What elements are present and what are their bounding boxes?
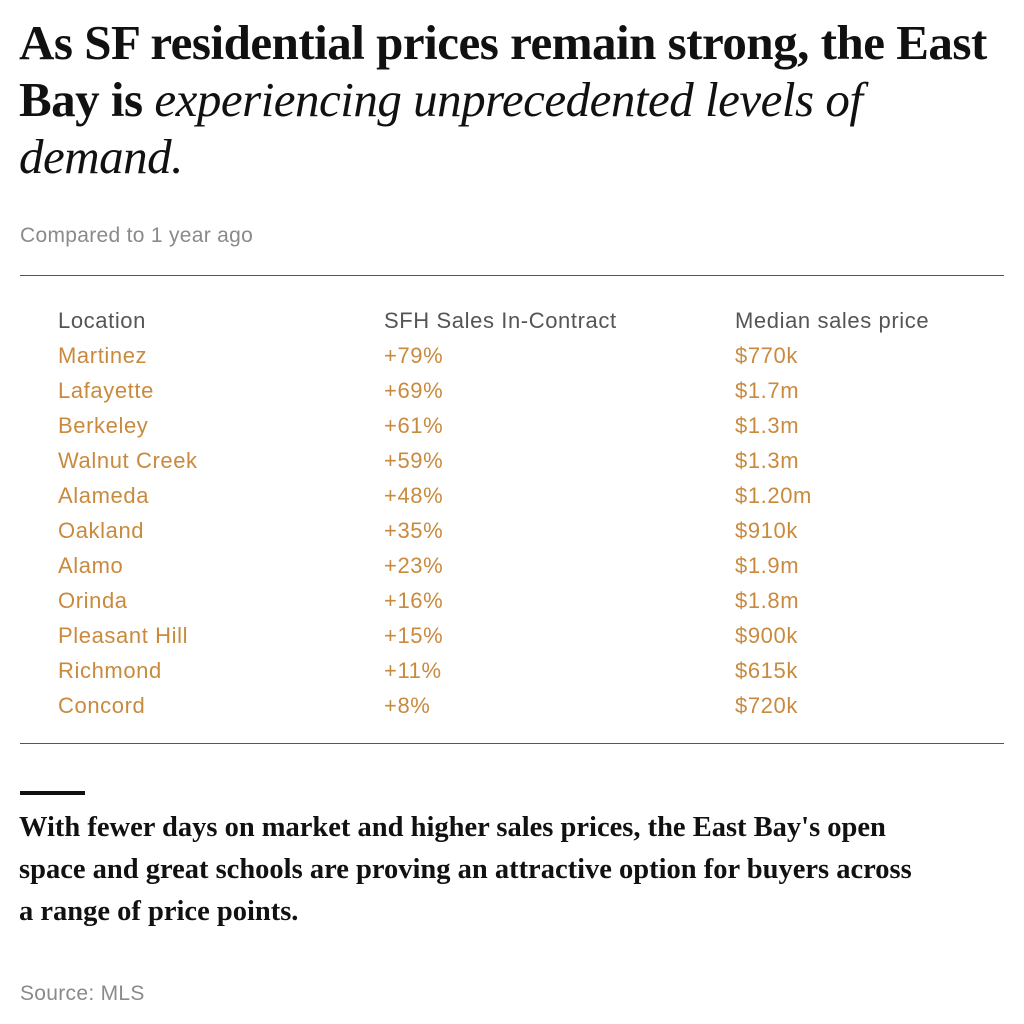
cell-location: Berkeley (58, 412, 149, 438)
bottom-divider (20, 743, 1004, 744)
header-sales-in-contract: SFH Sales In-Contract (384, 307, 617, 333)
table-row: Martinez +79% $770k (58, 338, 929, 373)
cell-sales-in-contract: +59% (384, 447, 444, 473)
cell-location: Lafayette (58, 377, 154, 403)
cell-median-price: $1.9m (735, 552, 800, 578)
cell-sales-in-contract: +16% (384, 587, 444, 613)
cell-median-price: $615k (735, 657, 798, 683)
cell-sales-in-contract: +15% (384, 622, 444, 648)
data-table: Location SFH Sales In-Contract Median sa… (58, 303, 929, 723)
cell-median-price: $1.8m (735, 587, 800, 613)
cell-location: Orinda (58, 587, 128, 613)
summary-text: With fewer days on market and higher sal… (19, 812, 912, 927)
cell-location: Walnut Creek (58, 447, 198, 473)
cell-sales-in-contract: +61% (384, 412, 444, 438)
cell-sales-in-contract: +11% (384, 657, 442, 683)
table-header-row: Location SFH Sales In-Contract Median sa… (58, 303, 929, 338)
header-median-price: Median sales price (735, 307, 930, 333)
table-row: Orinda +16% $1.8m (58, 583, 929, 618)
accent-bar (20, 791, 85, 795)
table-row: Lafayette +69% $1.7m (58, 373, 929, 408)
top-divider (20, 275, 1004, 276)
cell-median-price: $910k (735, 517, 798, 543)
cell-sales-in-contract: +35% (384, 517, 444, 543)
subtitle: Compared to 1 year ago (20, 224, 254, 247)
source-note: Source: MLS (20, 982, 145, 1005)
cell-sales-in-contract: +8% (384, 692, 431, 718)
header-location: Location (58, 307, 146, 333)
cell-sales-in-contract: +48% (384, 482, 444, 508)
cell-location: Pleasant Hill (58, 622, 189, 648)
cell-location: Alameda (58, 482, 150, 508)
table-row: Concord +8% $720k (58, 688, 929, 723)
table-row: Pleasant Hill +15% $900k (58, 618, 929, 653)
table-row: Alamo +23% $1.9m (58, 548, 929, 583)
cell-sales-in-contract: +79% (384, 342, 444, 368)
headline: As SF residential prices remain strong, … (19, 14, 1019, 185)
cell-median-price: $720k (735, 692, 798, 718)
table-row: Berkeley +61% $1.3m (58, 408, 929, 443)
cell-location: Oakland (58, 517, 145, 543)
cell-median-price: $1.3m (735, 412, 800, 438)
cell-median-price: $1.3m (735, 447, 800, 473)
cell-location: Richmond (58, 657, 162, 683)
table-row: Oakland +35% $910k (58, 513, 929, 548)
cell-median-price: $770k (735, 342, 798, 368)
cell-sales-in-contract: +23% (384, 552, 444, 578)
table-row: Alameda +48% $1.20m (58, 478, 929, 513)
headline-italic: experiencing unprecedented levels of dem… (19, 72, 863, 184)
cell-median-price: $1.20m (735, 482, 812, 508)
cell-location: Alamo (58, 552, 124, 578)
cell-median-price: $900k (735, 622, 798, 648)
cell-location: Martinez (58, 342, 148, 368)
cell-sales-in-contract: +69% (384, 377, 444, 403)
cell-median-price: $1.7m (735, 377, 800, 403)
headline-bold: As SF residential prices remain strong, … (19, 15, 987, 127)
cell-location: Concord (58, 692, 146, 718)
table-row: Walnut Creek +59% $1.3m (58, 443, 929, 478)
table-row: Richmond +11% $615k (58, 653, 929, 688)
